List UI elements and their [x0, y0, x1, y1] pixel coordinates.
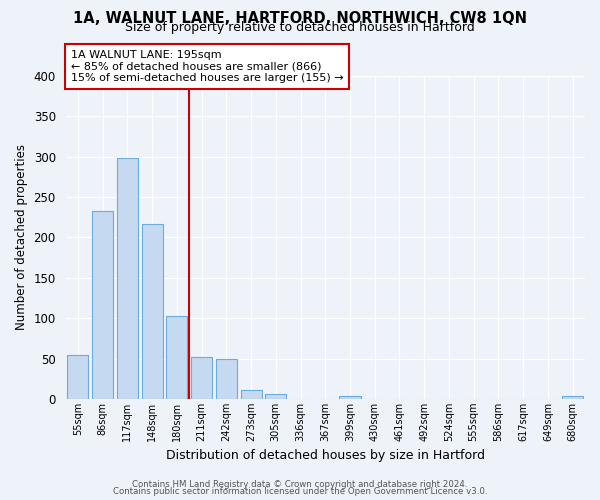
Bar	[117, 158, 138, 399]
Bar	[166, 316, 187, 399]
Bar	[216, 360, 237, 399]
Bar	[241, 390, 262, 399]
Text: Contains public sector information licensed under the Open Government Licence v3: Contains public sector information licen…	[113, 488, 487, 496]
Bar	[142, 224, 163, 399]
Bar	[67, 356, 88, 399]
Text: 1A, WALNUT LANE, HARTFORD, NORTHWICH, CW8 1QN: 1A, WALNUT LANE, HARTFORD, NORTHWICH, CW…	[73, 11, 527, 26]
X-axis label: Distribution of detached houses by size in Hartford: Distribution of detached houses by size …	[166, 450, 485, 462]
Bar	[562, 396, 583, 399]
Text: 1A WALNUT LANE: 195sqm
← 85% of detached houses are smaller (866)
15% of semi-de: 1A WALNUT LANE: 195sqm ← 85% of detached…	[71, 50, 343, 83]
Bar	[265, 394, 286, 399]
Y-axis label: Number of detached properties: Number of detached properties	[15, 144, 28, 330]
Bar	[191, 357, 212, 399]
Text: Size of property relative to detached houses in Hartford: Size of property relative to detached ho…	[125, 21, 475, 34]
Bar	[340, 396, 361, 399]
Text: Contains HM Land Registry data © Crown copyright and database right 2024.: Contains HM Land Registry data © Crown c…	[132, 480, 468, 489]
Bar	[92, 210, 113, 399]
